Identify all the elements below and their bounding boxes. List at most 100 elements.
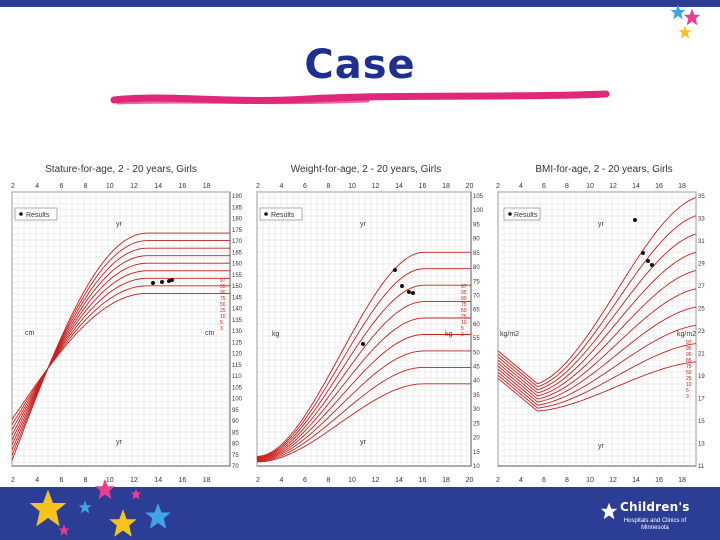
x-ticks-bottom: 2 4 6 8 10 12 14 16 18	[496, 477, 686, 484]
y-tick-label: 105	[232, 385, 243, 391]
x-tick-label: 8	[84, 477, 88, 484]
y-tick-label: 175	[232, 228, 243, 234]
x-tick-label: 2	[496, 477, 500, 484]
star-icon	[670, 4, 686, 20]
percentile-curve	[497, 306, 697, 403]
unit-label: yr	[598, 221, 605, 228]
y-tick-label: 95	[473, 222, 480, 228]
unit-label: yr	[360, 439, 367, 446]
percentile-label: 5	[220, 320, 223, 326]
x-tick-label: 16	[419, 477, 427, 484]
x-tick-label: 2	[11, 183, 15, 190]
percentile-curve	[497, 215, 697, 388]
y-tick-label: 50	[473, 350, 480, 356]
percentile-label: 3	[220, 326, 223, 332]
percentile-curve	[256, 383, 471, 463]
percentile-curves	[11, 232, 230, 461]
x-tick-label: 6	[542, 183, 546, 190]
y-tick-label: 185	[232, 205, 243, 211]
star-icon	[130, 488, 142, 500]
x-tick-label: 12	[372, 183, 380, 190]
x-tick-label: 4	[280, 477, 284, 484]
percentile-curve	[497, 251, 697, 394]
unit-label: cm	[205, 330, 215, 337]
y-tick-label: 75	[473, 279, 480, 285]
percentile-label: 25	[686, 376, 692, 382]
y-tick-label: 70	[473, 293, 480, 299]
x-tick-label: 2	[256, 183, 260, 190]
x-tick-label: 20	[466, 183, 474, 190]
percentile-label: 10	[220, 314, 226, 320]
x-tick-label: 18	[203, 183, 211, 190]
x-tick-label: 16	[655, 477, 663, 484]
legend-label: Results	[271, 212, 295, 219]
result-point	[160, 280, 164, 284]
y-tick-label: 95	[232, 408, 239, 414]
y-tick-label: 60	[473, 322, 480, 328]
x-tick-label: 4	[35, 183, 39, 190]
star-icon	[29, 489, 67, 527]
chart-title: BMI-for-age, 2 - 20 years, Girls	[535, 164, 672, 175]
y-tick-label: 10	[473, 464, 480, 470]
percentile-label: 3	[686, 394, 689, 400]
percentile-label: 97	[461, 284, 467, 290]
y-tick-label: 90	[473, 237, 480, 243]
percentile-label: 75	[686, 364, 692, 370]
result-point	[633, 218, 637, 222]
x-tick-label: 12	[609, 183, 617, 190]
y-tick-label: 125	[232, 340, 243, 346]
star-icon	[58, 524, 70, 536]
y-tick-label: 135	[232, 318, 243, 324]
y-tick-label: 15	[473, 450, 480, 456]
y-tick-label: 75	[232, 453, 239, 459]
result-point	[407, 290, 411, 294]
percentile-label: 5	[461, 326, 464, 332]
y-tick-label: 55	[473, 336, 480, 342]
percentile-label: 50	[220, 302, 226, 308]
result-points	[633, 218, 654, 267]
y-tick-label: 130	[232, 329, 243, 335]
result-point	[151, 281, 155, 285]
result-point	[646, 259, 650, 263]
star-icon	[683, 8, 701, 26]
percentile-label: 85	[686, 358, 692, 364]
y-tick-label: 11	[698, 464, 705, 470]
x-tick-label: 18	[203, 477, 211, 484]
legend-label: Results	[26, 212, 50, 219]
x-tick-label: 10	[348, 477, 356, 484]
chart-grid	[11, 191, 230, 466]
result-point	[411, 291, 415, 295]
x-tick-label: 20	[466, 477, 474, 484]
unit-label: kg/m2	[677, 331, 696, 338]
star-icon	[109, 509, 137, 537]
y-tick-label: 23	[698, 329, 705, 335]
x-ticks-bottom: 2 4 6 8 10 12 14 16 18	[11, 477, 211, 484]
star-icon	[94, 478, 116, 500]
percentile-label: 25	[220, 308, 226, 314]
percentile-curve	[497, 233, 697, 391]
x-tick-label: 12	[609, 477, 617, 484]
title-underline-swoosh	[110, 90, 610, 105]
chart-legend: Results	[14, 207, 58, 221]
x-tick-label: 16	[655, 183, 663, 190]
percentile-curve	[256, 301, 471, 459]
unit-label: kg	[445, 331, 453, 338]
result-point	[170, 278, 174, 282]
percentile-curve	[256, 334, 471, 461]
unit-label: yr	[116, 439, 123, 446]
x-tick-label: 16	[179, 183, 187, 190]
x-tick-label: 6	[59, 183, 63, 190]
y-tick-label: 90	[232, 419, 239, 425]
y-tick-label: 120	[232, 352, 243, 358]
y-tick-label: 80	[232, 442, 239, 448]
y-tick-label: 180	[232, 217, 243, 223]
y-tick-label: 145	[232, 295, 243, 301]
percentile-curve	[497, 197, 697, 385]
percentile-curve	[497, 288, 697, 400]
chart-grid	[497, 191, 697, 466]
percentile-curve	[256, 317, 471, 460]
result-point	[361, 342, 365, 346]
